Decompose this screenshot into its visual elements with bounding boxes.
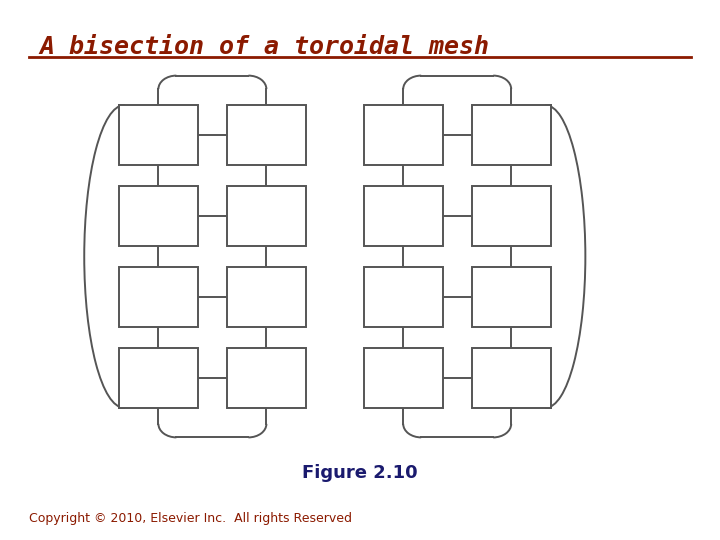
FancyBboxPatch shape: [227, 348, 306, 408]
FancyBboxPatch shape: [227, 105, 306, 165]
Text: A bisection of a toroidal mesh: A bisection of a toroidal mesh: [40, 35, 490, 59]
FancyBboxPatch shape: [119, 348, 198, 408]
FancyBboxPatch shape: [472, 348, 551, 408]
FancyBboxPatch shape: [119, 105, 198, 165]
Text: Copyright © 2010, Elsevier Inc.  All rights Reserved: Copyright © 2010, Elsevier Inc. All righ…: [29, 512, 352, 525]
Text: THE: THE: [654, 500, 669, 509]
FancyBboxPatch shape: [227, 186, 306, 246]
FancyBboxPatch shape: [364, 105, 443, 165]
FancyBboxPatch shape: [119, 267, 198, 327]
FancyBboxPatch shape: [364, 267, 443, 327]
FancyBboxPatch shape: [227, 267, 306, 327]
Text: Figure 2.10: Figure 2.10: [302, 463, 418, 482]
Text: U: U: [614, 498, 637, 526]
FancyBboxPatch shape: [119, 186, 198, 246]
FancyBboxPatch shape: [364, 186, 443, 246]
FancyBboxPatch shape: [472, 105, 551, 165]
Text: OF UTAH: OF UTAH: [644, 519, 678, 528]
FancyBboxPatch shape: [364, 348, 443, 408]
FancyBboxPatch shape: [472, 267, 551, 327]
Text: UNIVERSITY: UNIVERSITY: [639, 510, 684, 519]
FancyBboxPatch shape: [472, 186, 551, 246]
